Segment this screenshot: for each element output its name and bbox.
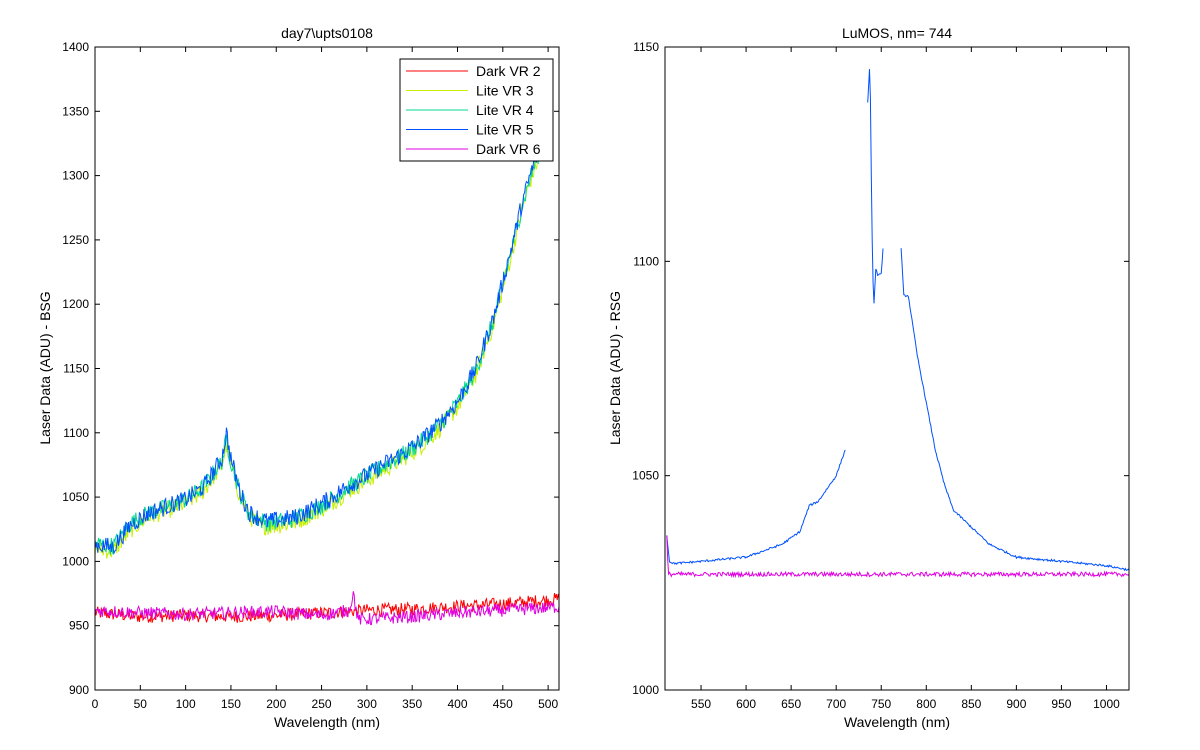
y-tick-label: 1100 bbox=[63, 426, 89, 440]
x-tick-label: 600 bbox=[736, 697, 756, 711]
right-chart: LuMOS, nm= 744 550 600 650 700 750 800 850 900 9… bbox=[607, 25, 1130, 730]
left-y-ticks: 900 950 1000 1050 1100 1150 1200 1250 1300 1350 14… bbox=[62, 40, 559, 697]
series-line-lite-vr-3 bbox=[95, 153, 540, 559]
y-tick-label: 1200 bbox=[62, 297, 89, 311]
y-tick-label: 1400 bbox=[62, 40, 89, 54]
x-tick-label: 750 bbox=[871, 697, 891, 711]
x-tick-label: 700 bbox=[826, 697, 846, 711]
x-tick-label: 950 bbox=[1051, 697, 1071, 711]
left-x-axis-label: Wavelength (nm) bbox=[274, 714, 380, 730]
x-tick-label: 100 bbox=[176, 697, 196, 711]
y-tick-label: 1250 bbox=[62, 233, 89, 247]
left-chart-title: day7\upts0108 bbox=[281, 25, 373, 41]
right-x-axis-label: Wavelength (nm) bbox=[844, 714, 950, 730]
right-y-axis-label: Laser Data (ADU) - RSG bbox=[607, 291, 623, 445]
x-tick-label: 400 bbox=[447, 697, 467, 711]
series-line-lite bbox=[900, 248, 1129, 572]
right-plot-frame bbox=[664, 46, 1130, 691]
series-line-lite-vr-4 bbox=[95, 148, 540, 555]
series-line-lite bbox=[867, 69, 884, 304]
y-tick-label: 1050 bbox=[632, 469, 659, 483]
legend-entry-label: Lite VR 5 bbox=[476, 122, 534, 138]
y-tick-label: 1000 bbox=[62, 554, 89, 568]
right-chart-title: LuMOS, nm= 744 bbox=[842, 25, 952, 41]
right-x-ticks: 550 600 650 700 750 800 850 900 950 1000 bbox=[691, 47, 1120, 711]
y-tick-label: 1050 bbox=[62, 490, 89, 504]
series-line-lite-vr-5 bbox=[95, 145, 540, 555]
x-tick-label: 150 bbox=[221, 697, 241, 711]
series-line-lite bbox=[666, 449, 846, 566]
legend: Dark VR 2 Lite VR 3 Lite VR 4 Lite VR 5 Dark… bbox=[399, 58, 554, 162]
x-tick-label: 0 bbox=[92, 697, 99, 711]
left-series-group bbox=[95, 145, 559, 626]
left-y-axis-label: Laser Data (ADU) - BSG bbox=[37, 291, 53, 444]
legend-entries: Dark VR 2 Lite VR 3 Lite VR 4 Lite VR 5 Dark… bbox=[406, 63, 541, 157]
legend-entry-label: Dark VR 6 bbox=[476, 141, 541, 157]
x-tick-label: 250 bbox=[312, 697, 332, 711]
y-tick-label: 1100 bbox=[633, 254, 659, 268]
y-tick-label: 1150 bbox=[633, 40, 659, 54]
y-tick-label: 1350 bbox=[62, 104, 89, 118]
y-tick-label: 900 bbox=[69, 683, 89, 697]
left-chart: day7\upts0108 0 50 100 150 200 250 300 350 400 45… bbox=[37, 25, 560, 730]
x-tick-label: 200 bbox=[266, 697, 286, 711]
legend-entry-label: Dark VR 2 bbox=[476, 63, 541, 79]
x-tick-label: 450 bbox=[493, 697, 513, 711]
y-tick-label: 1150 bbox=[63, 362, 89, 376]
series-line-dark bbox=[666, 535, 1129, 579]
x-tick-label: 900 bbox=[1006, 697, 1026, 711]
legend-entry-label: Lite VR 3 bbox=[476, 83, 534, 99]
y-tick-label: 950 bbox=[69, 619, 89, 633]
x-tick-label: 1000 bbox=[1093, 697, 1120, 711]
right-y-ticks: 1000 1050 1100 1150 bbox=[632, 40, 1129, 697]
x-tick-label: 650 bbox=[781, 697, 801, 711]
series-line-dark-vr-6 bbox=[95, 591, 559, 626]
y-tick-label: 1000 bbox=[632, 683, 659, 697]
x-tick-label: 500 bbox=[538, 697, 558, 711]
legend-entry-label: Lite VR 4 bbox=[476, 102, 534, 118]
x-tick-label: 50 bbox=[134, 697, 148, 711]
x-tick-label: 550 bbox=[691, 697, 711, 711]
x-tick-label: 850 bbox=[961, 697, 981, 711]
x-tick-label: 800 bbox=[916, 697, 936, 711]
right-series-group bbox=[666, 69, 1129, 579]
left-x-ticks: 0 50 100 150 200 250 300 350 400 450 500 bbox=[92, 47, 558, 711]
y-tick-label: 1300 bbox=[62, 169, 89, 183]
x-tick-label: 350 bbox=[402, 697, 422, 711]
series-line-dark-vr-2 bbox=[95, 593, 559, 624]
x-tick-label: 300 bbox=[357, 697, 377, 711]
